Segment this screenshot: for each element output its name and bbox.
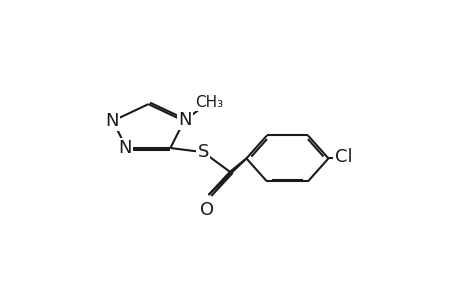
Text: N: N: [118, 139, 132, 157]
Text: N: N: [105, 112, 118, 130]
Text: S: S: [197, 143, 208, 161]
Text: CH₃: CH₃: [195, 95, 223, 110]
Text: N: N: [178, 111, 191, 129]
Text: Cl: Cl: [334, 148, 352, 166]
Text: O: O: [199, 201, 213, 219]
